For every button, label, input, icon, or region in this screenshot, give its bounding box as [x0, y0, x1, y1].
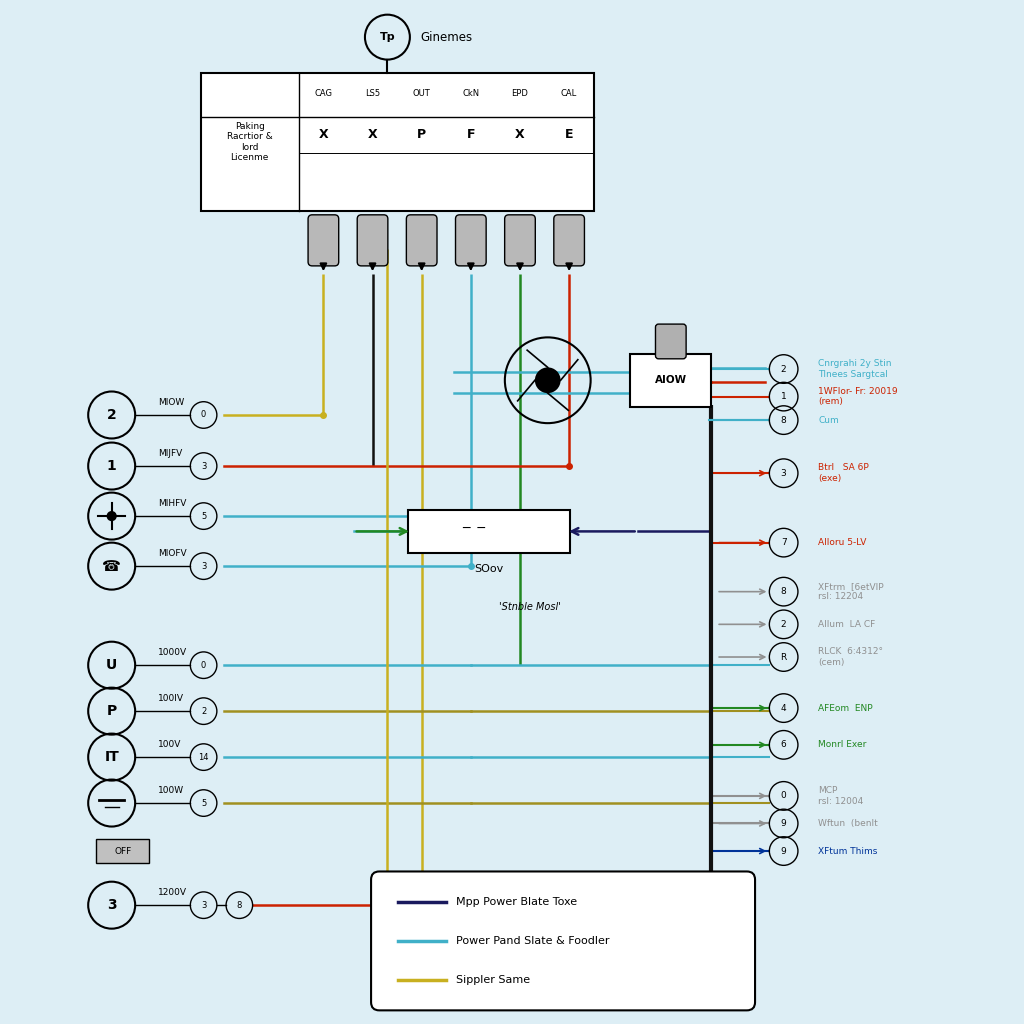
Text: Power Pand Slate & Foodler: Power Pand Slate & Foodler — [456, 936, 609, 946]
Text: 100W: 100W — [158, 785, 183, 795]
Text: Allum  LA CF: Allum LA CF — [818, 620, 876, 629]
Text: 0: 0 — [201, 411, 206, 420]
Text: 3: 3 — [201, 561, 206, 570]
Text: 1: 1 — [106, 459, 117, 473]
Text: MIHFV: MIHFV — [158, 499, 186, 508]
FancyBboxPatch shape — [407, 215, 437, 266]
FancyBboxPatch shape — [96, 839, 150, 863]
Text: X: X — [515, 128, 524, 141]
Text: 2: 2 — [106, 408, 117, 422]
Text: P: P — [417, 128, 426, 141]
Text: 1: 1 — [780, 392, 786, 401]
FancyBboxPatch shape — [655, 324, 686, 358]
Text: EPD: EPD — [512, 89, 528, 98]
Text: 3: 3 — [780, 469, 786, 477]
Text: MCP
rsl: 12004: MCP rsl: 12004 — [818, 786, 863, 806]
Text: Alloru 5-LV: Alloru 5-LV — [818, 539, 866, 547]
Text: 8: 8 — [780, 587, 786, 596]
Text: AFEom  ENP: AFEom ENP — [818, 703, 873, 713]
Text: 3: 3 — [201, 901, 206, 909]
Text: 'Stnble Mosl': 'Stnble Mosl' — [499, 602, 561, 612]
Text: OFF: OFF — [115, 847, 131, 855]
FancyBboxPatch shape — [554, 215, 585, 266]
Text: 6: 6 — [780, 740, 786, 750]
Circle shape — [106, 511, 117, 521]
FancyBboxPatch shape — [456, 215, 486, 266]
Text: CAL: CAL — [561, 89, 578, 98]
Text: SOov: SOov — [474, 564, 504, 574]
Text: MIJFV: MIJFV — [158, 449, 182, 458]
Text: XFtum Thims: XFtum Thims — [818, 847, 878, 855]
Text: IT: IT — [104, 751, 119, 764]
Text: P: P — [106, 705, 117, 718]
Text: Ginemes: Ginemes — [420, 31, 472, 44]
Text: 100IV: 100IV — [158, 694, 183, 702]
Text: 1WFlor- Fr: 20019
(rem): 1WFlor- Fr: 20019 (rem) — [818, 387, 898, 407]
Text: 2: 2 — [201, 707, 206, 716]
Text: U: U — [106, 658, 118, 672]
Text: LS5: LS5 — [365, 89, 380, 98]
Text: Btrl   SA 6P
(exe): Btrl SA 6P (exe) — [818, 464, 869, 483]
Text: 1000V: 1000V — [158, 648, 186, 657]
Text: Monrl Exer: Monrl Exer — [818, 740, 866, 750]
Text: MIOW: MIOW — [158, 397, 184, 407]
Text: 4: 4 — [781, 703, 786, 713]
Text: Cum: Cum — [818, 416, 839, 425]
Text: 2: 2 — [781, 365, 786, 374]
Text: ☎: ☎ — [102, 559, 121, 573]
Text: OUT: OUT — [413, 89, 430, 98]
Text: 1200V: 1200V — [158, 888, 186, 897]
FancyBboxPatch shape — [201, 73, 594, 211]
Text: 100V: 100V — [158, 740, 181, 749]
Text: Tp: Tp — [380, 32, 395, 42]
Text: 0: 0 — [201, 660, 206, 670]
FancyBboxPatch shape — [408, 510, 570, 553]
Text: 0: 0 — [780, 792, 786, 801]
Text: Sippler Same: Sippler Same — [456, 975, 530, 985]
Text: CkN: CkN — [462, 89, 479, 98]
Text: Paking
Racrtior &
Iord
Licenme: Paking Racrtior & Iord Licenme — [226, 122, 272, 162]
Text: 8: 8 — [237, 901, 242, 909]
Text: AIOW: AIOW — [654, 375, 687, 385]
FancyBboxPatch shape — [308, 215, 339, 266]
Text: 5: 5 — [201, 512, 206, 520]
FancyBboxPatch shape — [371, 871, 755, 1011]
Text: 7: 7 — [780, 539, 786, 547]
Circle shape — [535, 368, 560, 393]
FancyBboxPatch shape — [631, 353, 711, 407]
Text: X: X — [318, 128, 329, 141]
Text: 2: 2 — [781, 620, 786, 629]
Text: RLCK  6:4312°
(cem): RLCK 6:4312° (cem) — [818, 647, 884, 667]
Text: X: X — [368, 128, 378, 141]
Text: 3: 3 — [106, 898, 117, 912]
FancyBboxPatch shape — [505, 215, 536, 266]
Text: MIOFV: MIOFV — [158, 549, 186, 558]
Text: 8: 8 — [780, 416, 786, 425]
Text: 5: 5 — [201, 799, 206, 808]
Text: E: E — [565, 128, 573, 141]
Text: ─  ─: ─ ─ — [462, 522, 485, 535]
Text: 14: 14 — [199, 753, 209, 762]
Text: XFtrm  [6etVIP
rsl: 12204: XFtrm [6etVIP rsl: 12204 — [818, 582, 884, 601]
FancyBboxPatch shape — [357, 215, 388, 266]
Text: 9: 9 — [780, 847, 786, 855]
Text: CAG: CAG — [314, 89, 333, 98]
Text: Cnrgrahi 2y Stin
TInees Sargtcal: Cnrgrahi 2y Stin TInees Sargtcal — [818, 359, 892, 379]
Text: F: F — [467, 128, 475, 141]
Text: 9: 9 — [780, 819, 786, 828]
Text: R: R — [780, 652, 786, 662]
Text: 3: 3 — [201, 462, 206, 471]
Text: Wftun  (benlt: Wftun (benlt — [818, 819, 879, 828]
Text: Mpp Power Blate Toxe: Mpp Power Blate Toxe — [456, 897, 577, 907]
